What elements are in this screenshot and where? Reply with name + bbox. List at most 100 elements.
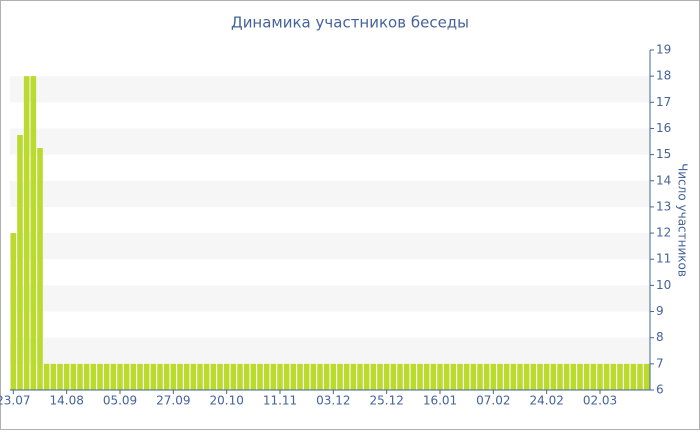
x-tick-label: 02.03 [583, 394, 617, 408]
bar [377, 363, 383, 390]
x-tick-label: 16.01 [423, 394, 457, 408]
bar [583, 363, 590, 390]
bar [623, 363, 630, 390]
bar [450, 363, 457, 390]
grid-band [10, 180, 650, 207]
grid-band [10, 76, 650, 103]
bar [97, 363, 103, 390]
y-tick-label: 10 [656, 278, 671, 292]
bar [563, 363, 570, 390]
y-tick-label: 14 [656, 173, 671, 187]
bar [543, 363, 550, 390]
bar [270, 363, 277, 390]
bar [130, 363, 137, 390]
bar [630, 363, 637, 390]
bar [317, 363, 323, 390]
bar [310, 363, 317, 390]
bar [243, 363, 250, 390]
bar [523, 363, 530, 390]
bar [157, 363, 163, 390]
bar [197, 363, 203, 390]
x-tick-label: 11.11 [263, 394, 297, 408]
y-tick-label: 6 [656, 383, 664, 397]
bar [517, 363, 523, 390]
bar [617, 363, 623, 390]
y-tick-label: 11 [656, 252, 671, 266]
y-tick-label: 18 [656, 69, 671, 83]
bar [177, 363, 183, 390]
bar [570, 363, 577, 390]
bar [190, 363, 197, 390]
bar [337, 363, 343, 390]
bar [250, 363, 257, 390]
bar [43, 363, 50, 390]
bar [203, 363, 210, 390]
bar [443, 363, 450, 390]
bar [363, 363, 370, 390]
y-tick-label: 13 [656, 199, 671, 213]
bar [183, 363, 190, 390]
bar [70, 363, 77, 390]
bar [483, 363, 490, 390]
bar [283, 363, 290, 390]
bar [397, 363, 403, 390]
bar [110, 363, 117, 390]
bar [37, 148, 43, 390]
bar [57, 363, 63, 390]
bar [30, 76, 37, 391]
bar [10, 233, 17, 390]
bar [357, 363, 363, 390]
bar [350, 363, 357, 390]
bar [403, 363, 410, 390]
bar [123, 363, 130, 390]
bar [117, 363, 123, 390]
bar [423, 363, 430, 390]
bar [490, 363, 497, 390]
y-tick-label: 19 [656, 43, 671, 57]
y-tick-label: 17 [656, 95, 671, 109]
bar [217, 363, 223, 390]
bar [383, 363, 390, 390]
y-tick-label: 8 [656, 330, 664, 344]
bar [223, 363, 230, 390]
grid-band [10, 285, 650, 312]
bar [90, 363, 97, 390]
bar [263, 363, 270, 390]
bar [343, 363, 350, 390]
bar [210, 363, 217, 390]
grid-band [10, 233, 650, 260]
bar [550, 363, 557, 390]
grid-band [10, 337, 650, 364]
bar [597, 363, 603, 390]
y-tick-label: 9 [656, 304, 664, 318]
bar [83, 363, 90, 390]
bar [537, 363, 543, 390]
y-axis-label: Число участников [676, 163, 690, 277]
bar [643, 363, 650, 390]
bar [510, 363, 517, 390]
bar [637, 363, 643, 390]
y-tick-label: 7 [656, 356, 664, 370]
bar [257, 363, 263, 390]
bar [323, 363, 330, 390]
bar [370, 363, 377, 390]
bar [303, 363, 310, 390]
x-tick-label: 07.02 [476, 394, 510, 408]
bar [150, 363, 157, 390]
bar [17, 135, 23, 390]
bar [477, 363, 483, 390]
x-tick-label: 14.08 [49, 394, 83, 408]
bar [530, 363, 537, 390]
x-tick-label: 27.09 [156, 394, 190, 408]
bar [437, 363, 443, 390]
x-tick-label: 24.02 [529, 394, 563, 408]
bar [77, 363, 83, 390]
x-tick-label: 05.09 [103, 394, 137, 408]
y-tick-label: 16 [656, 121, 671, 135]
bar [463, 363, 470, 390]
bar [410, 363, 417, 390]
y-tick-label: 12 [656, 226, 671, 240]
bar [277, 363, 283, 390]
bar [63, 363, 70, 390]
